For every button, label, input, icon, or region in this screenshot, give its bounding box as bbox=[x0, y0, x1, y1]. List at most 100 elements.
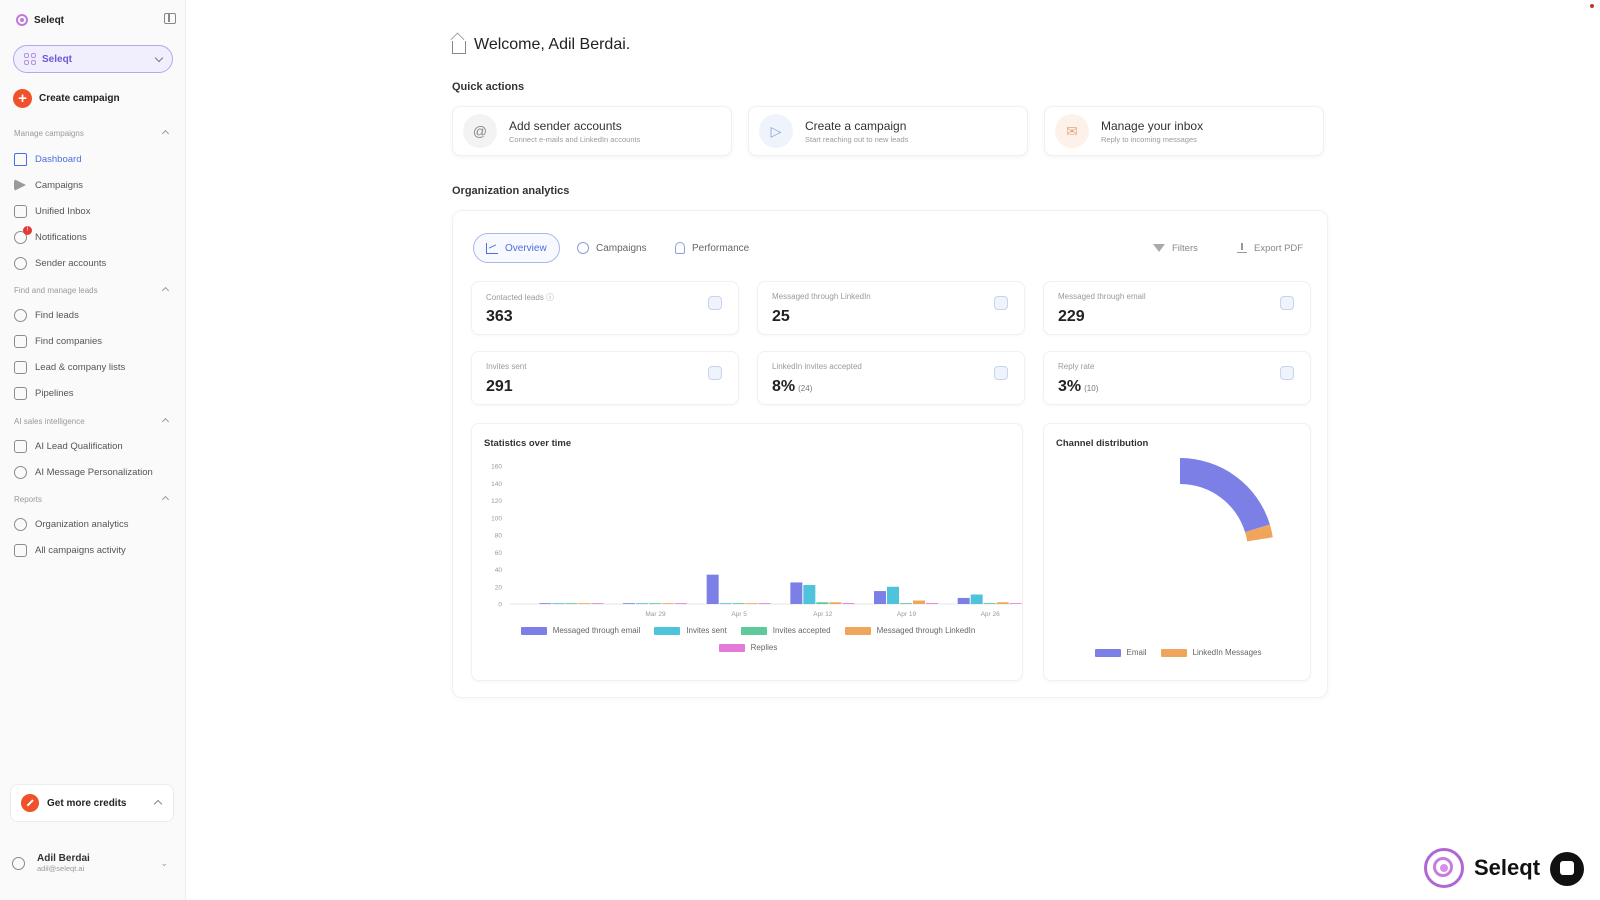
analytics-panel: Overview Campaigns Performance Filters E… bbox=[452, 210, 1328, 698]
legend-item[interactable]: Email bbox=[1094, 648, 1147, 657]
sidebar-item-unified-inbox[interactable]: Unified Inbox bbox=[14, 203, 174, 219]
filters-button[interactable]: Filters bbox=[1153, 233, 1198, 263]
send-icon bbox=[14, 179, 26, 191]
bar-apr-12 bbox=[842, 603, 855, 604]
stat-value: 25 bbox=[772, 308, 790, 326]
sidebar-item-label: AI Lead Qualification bbox=[35, 440, 123, 452]
sidebar-item-label: Find leads bbox=[35, 309, 79, 321]
bar-apr-12 bbox=[790, 582, 803, 604]
filter-icon bbox=[1153, 244, 1165, 252]
sidebar-collapse-icon[interactable] bbox=[164, 13, 176, 24]
inbox-icon bbox=[14, 204, 27, 218]
quick-action-add-sender[interactable]: @ Add sender accounts Connect e-mails an… bbox=[452, 106, 732, 156]
sidebar-item-find-companies[interactable]: Find companies bbox=[14, 333, 174, 349]
bar-apr-19 bbox=[926, 603, 938, 604]
bar-apr-26 bbox=[957, 597, 970, 604]
user-menu[interactable]: Adil Berdai adil@seleqt.ai ⌄ bbox=[12, 850, 176, 876]
sidebar-item-dashboard[interactable]: Dashboard bbox=[14, 151, 174, 167]
bar-mar-22 bbox=[578, 603, 591, 604]
x-tick-label: Apr 5 bbox=[731, 611, 747, 618]
home-icon bbox=[452, 40, 466, 54]
x-tick-label: Mar 29 bbox=[645, 611, 666, 618]
sidebar-item-all-campaigns-activity[interactable]: All campaigns activity bbox=[14, 542, 174, 558]
y-tick-label: 0 bbox=[498, 602, 502, 609]
x-tick-label: Apr 26 bbox=[981, 611, 1001, 618]
legend-item[interactable]: LinkedIn Messages bbox=[1160, 648, 1261, 657]
stat-number: 3% bbox=[1058, 378, 1082, 395]
bar-mar-22 bbox=[552, 603, 565, 604]
section-ai-sales[interactable]: AI sales intelligence bbox=[14, 417, 172, 426]
y-tick-label: 160 bbox=[491, 464, 502, 471]
sidebar-item-pipelines[interactable]: Pipelines bbox=[14, 385, 174, 401]
y-tick-label: 100 bbox=[491, 515, 502, 522]
tab-campaigns[interactable]: Campaigns bbox=[577, 233, 647, 263]
sidebar-item-label: Pipelines bbox=[35, 387, 74, 399]
section-manage-campaigns[interactable]: Manage campaigns bbox=[14, 129, 172, 138]
export-pdf-button[interactable]: Export PDF bbox=[1237, 233, 1303, 263]
chevron-up-icon bbox=[161, 129, 170, 138]
x-tick-label: Apr 12 bbox=[813, 611, 833, 618]
section-title: Manage campaigns bbox=[14, 129, 84, 138]
sidebar-item-lead-company-lists[interactable]: Lead & company lists bbox=[14, 359, 174, 375]
quick-action-subtitle: Reply to incoming messages bbox=[1101, 134, 1197, 144]
activity-icon bbox=[14, 543, 27, 557]
bar-apr-19 bbox=[887, 586, 899, 604]
stat-messaged-email: Messaged through email 229 bbox=[1043, 281, 1311, 335]
workspace-select[interactable]: Seleqt bbox=[13, 45, 173, 73]
sidebar-item-label: All campaigns activity bbox=[35, 544, 126, 556]
tab-overview[interactable]: Overview bbox=[473, 233, 560, 263]
legend-swatch bbox=[654, 626, 681, 635]
chevron-up-icon bbox=[161, 495, 170, 504]
create-campaign-label: Create campaign bbox=[39, 92, 120, 104]
statistics-chart-card: Statistics over time 0 20 40 60 80 100 120 140 1… bbox=[471, 423, 1023, 681]
sidebar-item-find-leads[interactable]: Find leads bbox=[14, 307, 174, 323]
stat-reply-rate: Reply rate 3% (10) bbox=[1043, 351, 1311, 405]
chat-support-button[interactable] bbox=[1550, 852, 1584, 886]
stat-contacted-leads: Contacted leads ⓘ 363 bbox=[471, 281, 739, 335]
legend-item[interactable]: Invites accepted bbox=[740, 626, 831, 635]
user-menu-chevron-icon: ⌄ bbox=[160, 858, 168, 868]
trophy-icon bbox=[675, 242, 685, 254]
sidebar-item-label: Campaigns bbox=[35, 179, 84, 191]
bar-apr-12 bbox=[829, 602, 842, 604]
stat-number: 291 bbox=[486, 378, 513, 395]
bar-mar-29 bbox=[623, 603, 635, 604]
statistics-legend: Messaged through email Invites sent Invite… bbox=[492, 626, 1004, 652]
section-reports[interactable]: Reports bbox=[14, 495, 172, 504]
workspace-grid-icon bbox=[24, 53, 36, 65]
quick-action-manage-inbox[interactable]: ✉ Manage your inbox Reply to incoming me… bbox=[1044, 106, 1324, 156]
stat-value: 363 bbox=[486, 308, 513, 326]
legend-label: Invites sent bbox=[686, 626, 727, 635]
invite-icon bbox=[708, 366, 722, 380]
sidebar-item-notifications[interactable]: ! Notifications bbox=[14, 225, 174, 245]
stat-label: Reply rate bbox=[1058, 362, 1095, 371]
filters-label: Filters bbox=[1172, 242, 1198, 254]
get-more-credits-button[interactable]: Get more credits bbox=[10, 784, 174, 822]
sidebar-item-ai-message-personalization[interactable]: AI Message Personalization bbox=[14, 464, 174, 480]
quick-action-create-campaign[interactable]: ▷ Create a campaign Start reaching out t… bbox=[748, 106, 1028, 156]
sidebar-item-organization-analytics[interactable]: Organization analytics bbox=[14, 516, 174, 532]
stat-messaged-linkedin: Messaged through LinkedIn 25 bbox=[757, 281, 1025, 335]
y-tick-label: 20 bbox=[495, 584, 503, 591]
legend-item[interactable]: Replies bbox=[718, 643, 778, 652]
create-campaign-button[interactable]: + Create campaign bbox=[13, 88, 120, 108]
section-find-leads[interactable]: Find and manage leads bbox=[14, 286, 172, 295]
sidebar-item-sender-accounts[interactable]: Sender accounts bbox=[14, 255, 174, 271]
legend-label: Replies bbox=[750, 643, 778, 652]
bar-apr-19 bbox=[913, 600, 925, 604]
user-search-icon bbox=[14, 308, 27, 322]
brand-footer-name: Seleqt bbox=[1474, 855, 1541, 880]
sidebar: Seleqt Seleqt + Create campaign Manage c… bbox=[0, 0, 186, 900]
tab-performance[interactable]: Performance bbox=[675, 233, 749, 263]
sidebar-item-label: Notifications bbox=[35, 231, 87, 243]
quick-action-title: Manage your inbox bbox=[1101, 118, 1204, 133]
tab-label: Overview bbox=[505, 242, 547, 254]
sidebar-item-campaigns[interactable]: Campaigns bbox=[14, 177, 174, 193]
legend-item[interactable]: Messaged through email bbox=[520, 626, 640, 635]
legend-item[interactable]: Invites sent bbox=[654, 626, 727, 635]
legend-label: Messaged through LinkedIn bbox=[876, 626, 976, 635]
legend-item[interactable]: Messaged through LinkedIn bbox=[844, 626, 976, 635]
legend-label: Invites accepted bbox=[772, 626, 831, 635]
section-title: AI sales intelligence bbox=[14, 417, 85, 426]
sidebar-item-ai-lead-qualification[interactable]: AI Lead Qualification bbox=[14, 438, 174, 454]
